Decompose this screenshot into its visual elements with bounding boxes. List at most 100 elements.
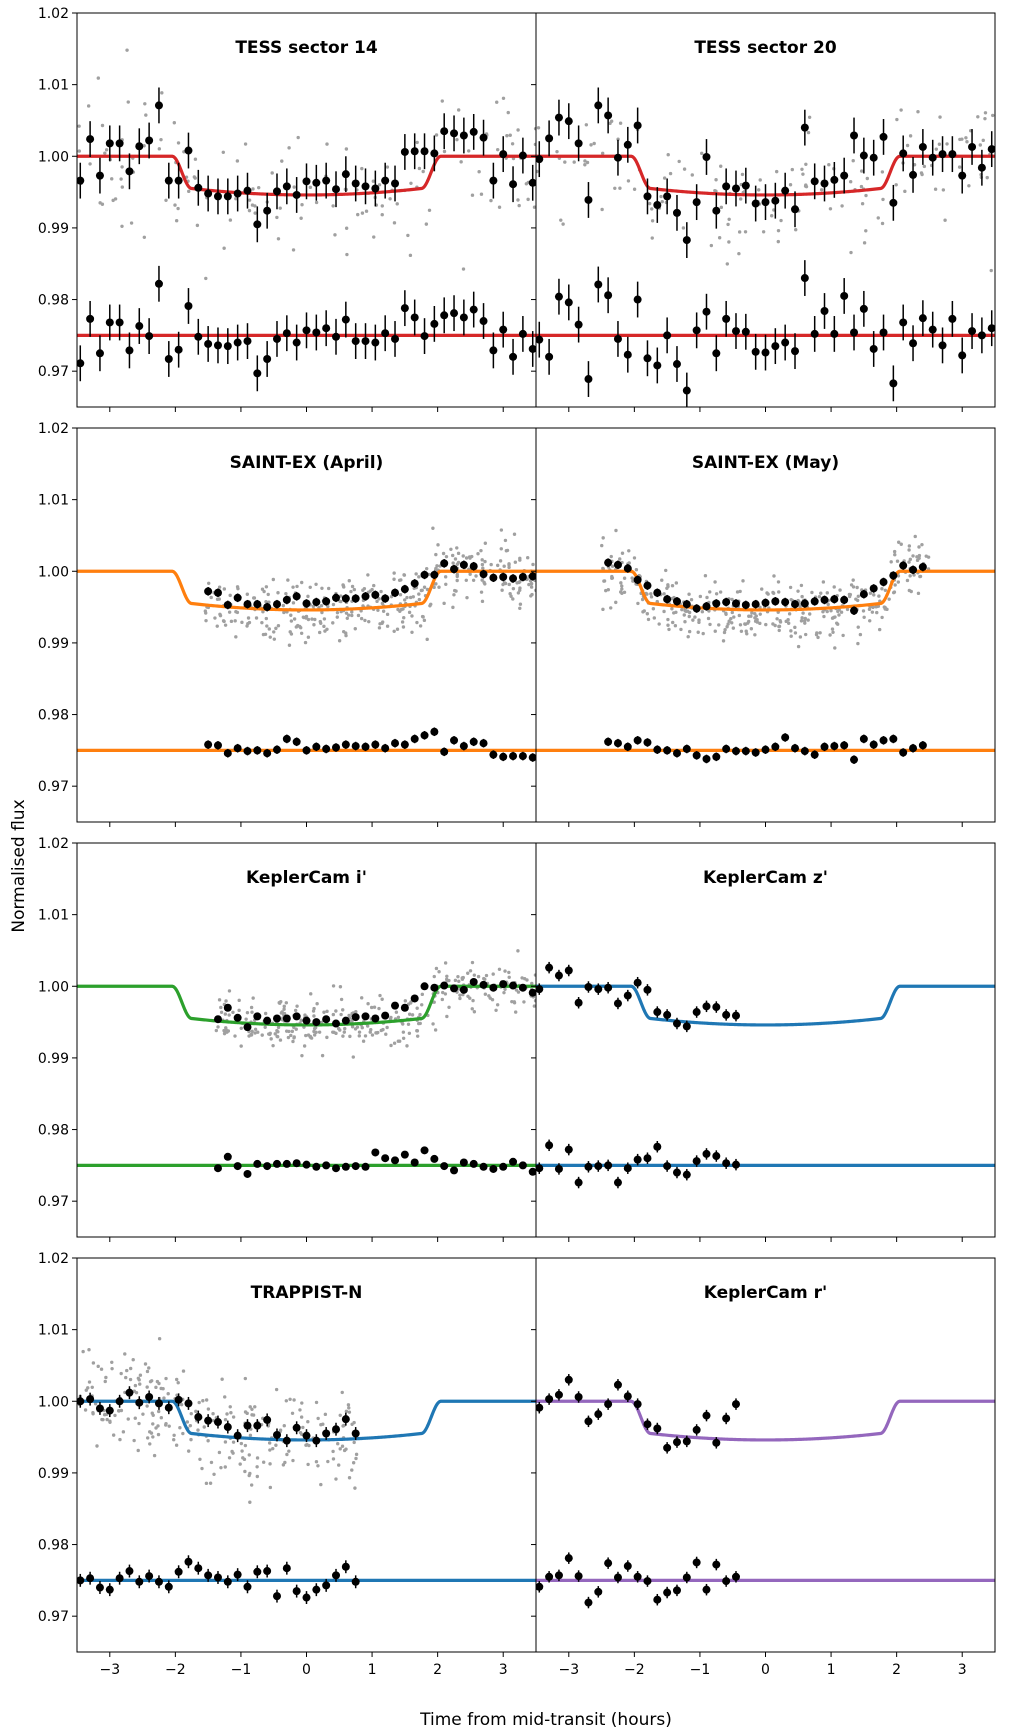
binned-point (263, 603, 272, 612)
raw-point (833, 646, 837, 650)
raw-point (164, 1423, 168, 1427)
raw-point (908, 134, 913, 138)
raw-point (225, 1412, 229, 1416)
raw-point (976, 115, 980, 119)
model-curve (536, 1399, 995, 1442)
raw-point (788, 183, 793, 187)
binned-point (400, 1003, 409, 1012)
raw-point (899, 542, 903, 546)
raw-point (218, 613, 223, 618)
raw-point (227, 989, 232, 993)
raw-point (241, 1456, 245, 1460)
binned-point (800, 599, 809, 608)
raw-point (119, 177, 123, 181)
raw-point (77, 149, 82, 153)
raw-point (289, 619, 294, 623)
raw-point (610, 564, 615, 568)
residual-point (184, 1557, 193, 1566)
raw-point (154, 1385, 158, 1390)
panel-7: 0.970.980.991.001.011.02−3 −2 −1 0 1 2 3TRAPPI… (38, 1251, 537, 1678)
raw-point (275, 1034, 279, 1039)
raw-point (449, 547, 453, 552)
raw-point (395, 627, 400, 631)
raw-point (352, 587, 357, 592)
binned-point (322, 176, 331, 185)
raw-point (300, 203, 304, 207)
residual-point (253, 369, 262, 378)
raw-point (320, 1053, 325, 1058)
binned-point (253, 220, 262, 229)
residual-point (400, 304, 409, 313)
raw-point (627, 549, 631, 553)
raw-point (215, 624, 219, 628)
raw-point (516, 198, 520, 202)
binned-point (213, 1418, 222, 1427)
raw-point (452, 593, 456, 597)
residual-point (731, 1160, 740, 1169)
raw-point (622, 576, 627, 580)
binned-point (800, 123, 809, 132)
raw-point (689, 598, 694, 602)
raw-point (787, 612, 792, 616)
raw-point (830, 627, 835, 631)
raw-point (271, 577, 276, 582)
raw-point (223, 1465, 227, 1469)
raw-point (179, 1402, 184, 1407)
raw-point (222, 1031, 227, 1036)
raw-point (705, 595, 709, 600)
raw-point (308, 1034, 313, 1039)
raw-point (943, 218, 947, 222)
raw-point (181, 1369, 186, 1373)
raw-point (360, 996, 364, 1000)
residual-point (781, 733, 790, 742)
raw-point (285, 1452, 289, 1457)
raw-point (223, 1395, 227, 1399)
raw-point (459, 160, 463, 164)
raw-point (126, 1417, 130, 1421)
raw-point (807, 115, 812, 120)
residual-point (859, 304, 868, 313)
raw-point (402, 573, 407, 577)
y-tick-label: 0.97 (38, 364, 69, 380)
raw-point (331, 984, 336, 988)
raw-point (375, 599, 379, 604)
raw-point (529, 585, 534, 589)
raw-point (306, 1462, 310, 1467)
raw-point (174, 218, 179, 223)
raw-point (606, 587, 610, 592)
residual-point (371, 338, 380, 347)
raw-point (786, 618, 790, 622)
raw-point (481, 566, 485, 570)
raw-point (443, 961, 448, 965)
residual-point (223, 749, 232, 758)
residual-point (341, 1162, 350, 1171)
raw-point (632, 187, 637, 191)
raw-point (396, 1039, 400, 1043)
residual-point (722, 1159, 731, 1168)
residual-point (292, 338, 301, 347)
raw-point (422, 618, 427, 623)
raw-point (864, 193, 868, 198)
raw-point (614, 528, 618, 533)
residual-point (243, 747, 252, 756)
raw-point (799, 619, 804, 623)
raw-point (95, 1444, 99, 1448)
raw-point (614, 600, 618, 605)
binned-point (958, 171, 967, 180)
raw-point (450, 553, 455, 558)
residual-point (623, 1562, 632, 1571)
residual-point (499, 752, 508, 761)
residual-point (987, 324, 995, 333)
raw-point (344, 226, 349, 230)
raw-point (102, 1413, 107, 1417)
raw-point (775, 617, 779, 621)
binned-point (653, 1008, 662, 1017)
binned-point (594, 1410, 603, 1419)
residual-point (322, 744, 331, 753)
raw-point (365, 1024, 370, 1028)
raw-point (380, 997, 384, 1001)
residual-point (450, 736, 459, 745)
raw-point (316, 1416, 320, 1421)
raw-point (839, 610, 844, 614)
raw-point (119, 1408, 124, 1413)
